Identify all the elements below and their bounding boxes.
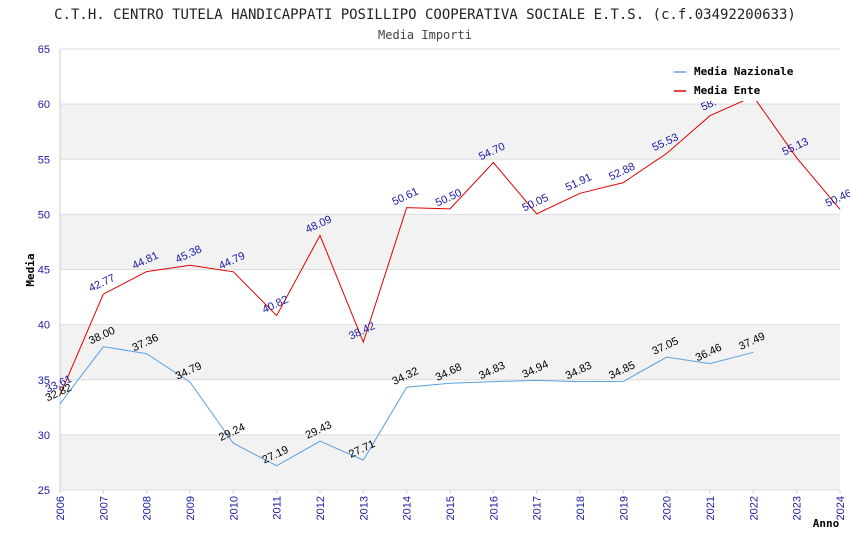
x-tick-label: 2009	[185, 496, 197, 520]
y-axis-label: Media	[24, 253, 37, 286]
x-tick-label: 2020	[662, 496, 674, 520]
x-tick-label: 2021	[705, 496, 717, 520]
y-tick-label: 25	[38, 485, 50, 497]
x-tick-label: 2007	[98, 496, 110, 520]
x-tick-label: 2018	[575, 496, 587, 520]
x-tick-label: 2010	[228, 496, 240, 520]
x-tick-label: 2016	[488, 496, 500, 520]
y-tick-label: 60	[38, 99, 50, 111]
x-tick-label: 2006	[55, 496, 67, 520]
plot-band	[60, 379, 840, 435]
x-tick-label: 2022	[748, 496, 760, 520]
legend-label-media-nazionale: Media Nazionale	[694, 65, 794, 78]
x-tick-label: 2013	[358, 496, 370, 520]
plot-background	[60, 49, 840, 490]
plot-band	[60, 324, 840, 380]
x-axis-ticks: 2006 2007 2008 2009 2010 2011 2012 2013 2014 2015…	[55, 490, 847, 520]
x-tick-label: 2019	[618, 496, 630, 520]
legend: Media Nazionale Media Ente	[669, 59, 810, 101]
x-tick-label: 2024	[835, 496, 847, 520]
plot-band	[60, 269, 840, 325]
series-line-media-ente	[59, 95, 841, 396]
x-tick-label: 2011	[272, 496, 284, 520]
y-axis-ticks: 25 30 35 40 45 50 55 60 65	[38, 44, 50, 497]
x-tick-label: 2008	[142, 496, 154, 520]
series-layer	[59, 95, 841, 467]
x-axis-label: Anno	[813, 517, 840, 530]
y-tick-label: 40	[38, 320, 50, 332]
chart-subtitle: Media Importi	[378, 28, 472, 42]
y-tick-label: 35	[38, 375, 50, 387]
y-tick-label: 45	[38, 265, 50, 277]
y-tick-label: 30	[38, 430, 50, 442]
x-tick-label: 2015	[445, 496, 457, 520]
x-tick-label: 2017	[532, 496, 544, 520]
x-tick-label: 2023	[792, 496, 804, 520]
chart-title: C.T.H. CENTRO TUTELA HANDICAPPATI POSILL…	[54, 7, 796, 23]
x-tick-label: 2014	[402, 496, 414, 520]
legend-label-media-ente: Media Ente	[694, 84, 761, 97]
plot-band	[60, 159, 840, 215]
y-tick-label: 50	[38, 209, 50, 221]
x-tick-label: 2012	[315, 496, 327, 520]
plot-band	[60, 214, 840, 270]
y-tick-label: 55	[38, 154, 50, 166]
legend-box	[669, 59, 810, 101]
series-line-media-nazionale	[59, 346, 754, 467]
plot-band	[60, 104, 840, 160]
plot-band	[60, 434, 840, 490]
y-tick-label: 65	[38, 44, 50, 56]
